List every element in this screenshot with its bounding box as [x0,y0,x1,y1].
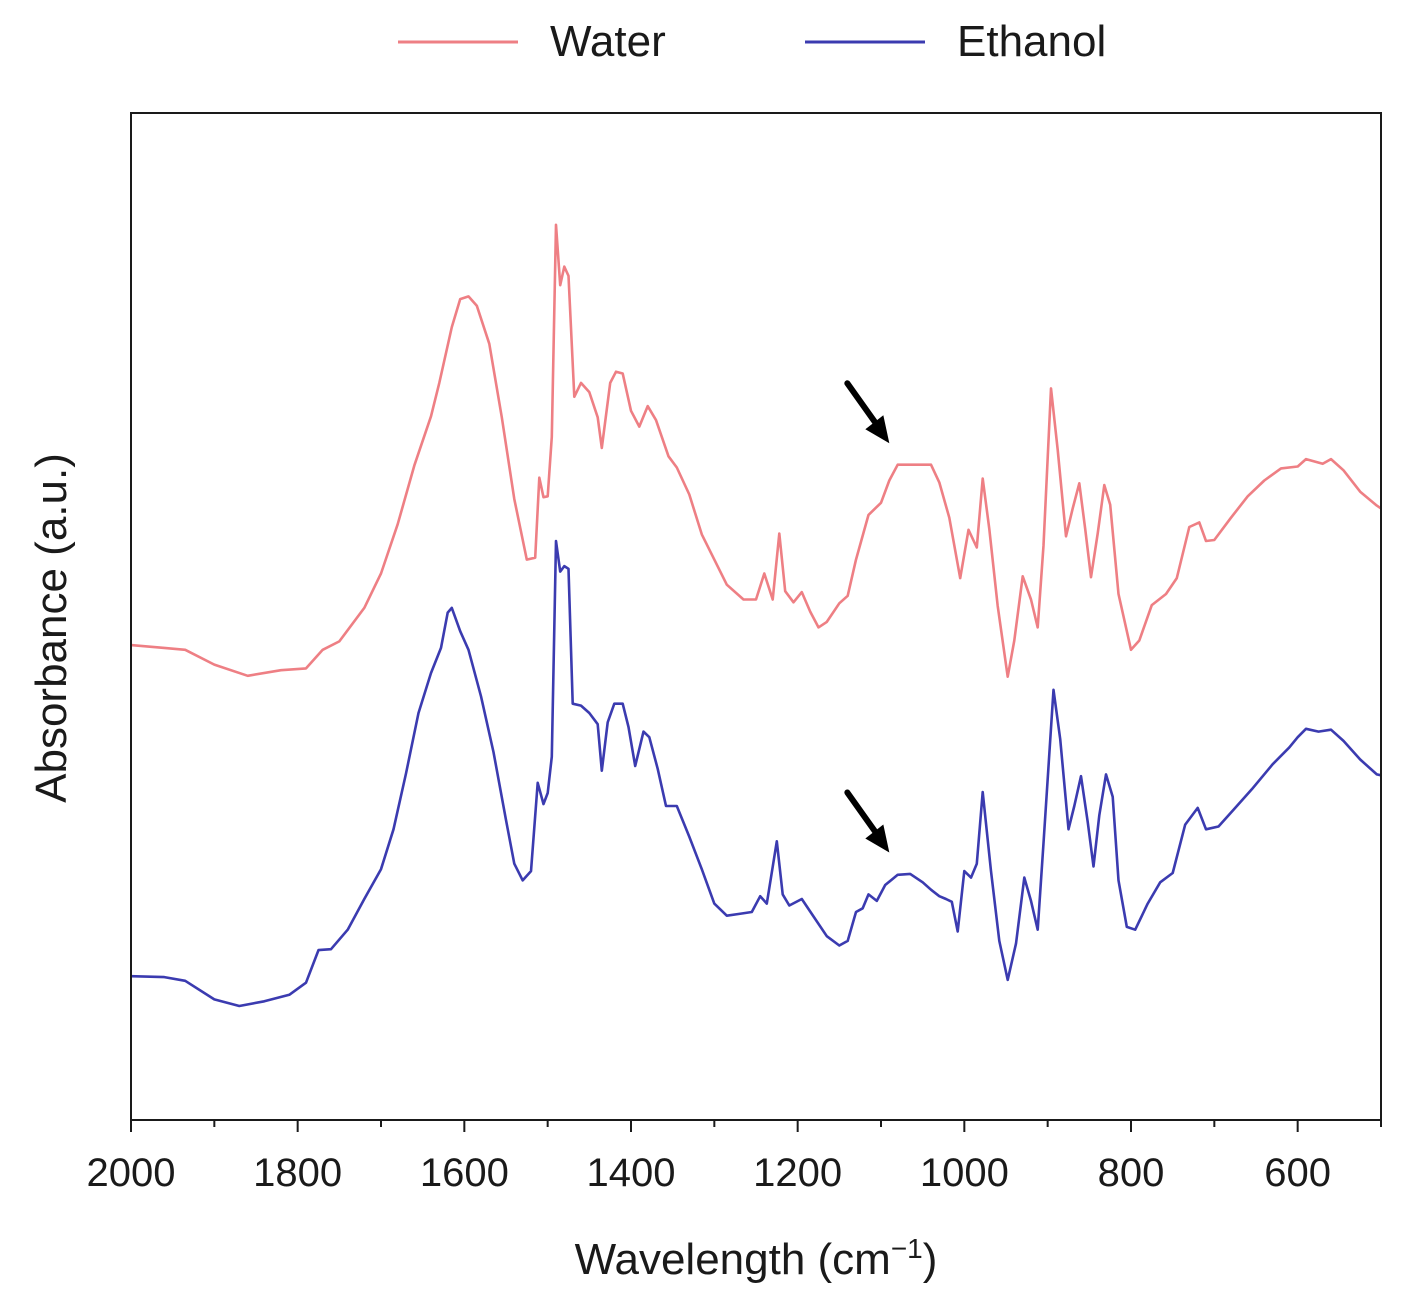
x-tick-label: 1600 [420,1151,509,1195]
annotations [844,380,890,853]
x-axis-label-text: Wavelength (cm [575,1235,891,1284]
series-line-water [130,223,1382,678]
x-axis-label-exponent: −1 [891,1233,923,1264]
legend-label-water: Water [550,17,666,66]
x-axis-label: Wavelength (cm−1) [575,1233,938,1284]
x-tick-label: 800 [1098,1151,1165,1195]
arrow-head [865,415,890,444]
y-axis-label: Absorbance (a.u.) [27,453,76,803]
annotation-arrow-water [844,380,890,444]
x-tick-label: 2000 [87,1151,176,1195]
arrow-head [865,824,890,853]
legend: Water Ethanol [398,17,1106,66]
x-tick-label: 1400 [587,1151,676,1195]
series-line-ethanol [130,539,1382,1008]
x-tick-label: 600 [1264,1151,1331,1195]
plot-frame [130,112,1382,1121]
plot-lines [130,223,1382,1008]
x-tick-label: 1000 [920,1151,1009,1195]
x-tick-label: 1200 [753,1151,842,1195]
arrow-shaft [844,789,883,841]
legend-label-ethanol: Ethanol [957,17,1106,66]
x-axis-label-close: ) [923,1235,938,1284]
annotation-arrow-ethanol [844,789,890,853]
x-tick-label: 1800 [253,1151,342,1195]
arrow-shaft [844,380,883,432]
x-axis-ticks [130,1120,1382,1132]
x-axis-tick-labels: 2000 1800 1600 1400 1200 1000 800 600 [87,1151,1332,1195]
